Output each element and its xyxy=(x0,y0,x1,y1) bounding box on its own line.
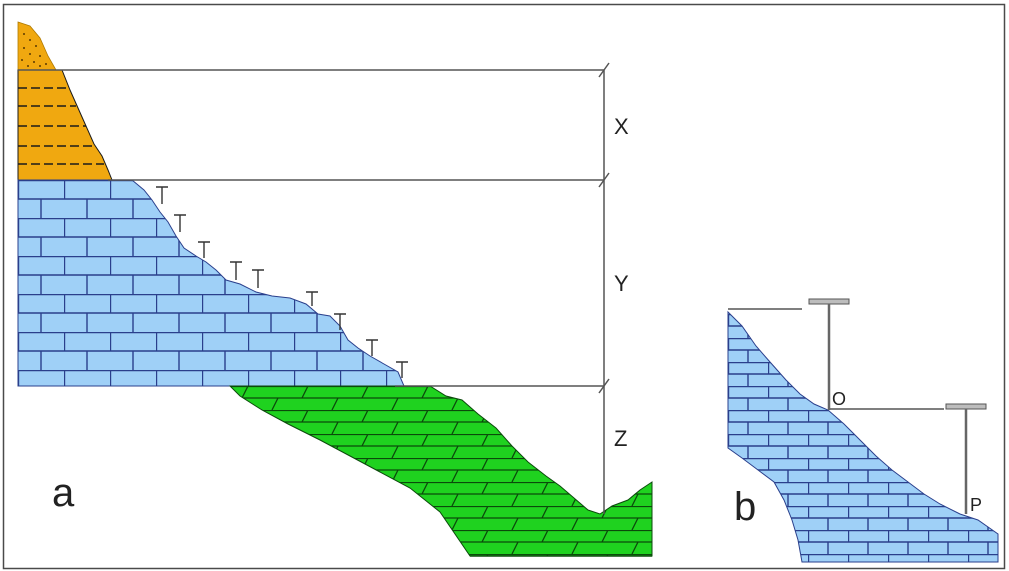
interval-z-label: Z xyxy=(614,426,627,451)
figure-frame xyxy=(2,3,1006,570)
thickness-scale xyxy=(598,62,610,514)
sandstone-bedding xyxy=(18,87,104,165)
sand-dots xyxy=(21,33,47,67)
panel-a-label: a xyxy=(52,471,75,515)
contact-lines xyxy=(18,69,604,387)
point-p-label: P xyxy=(970,495,982,515)
staff-o xyxy=(808,298,850,410)
point-o-label: O xyxy=(832,389,846,409)
level-lines xyxy=(728,308,944,410)
green-shale-unit xyxy=(228,385,653,557)
interval-x-label: X xyxy=(614,114,629,139)
limestone-slope-b xyxy=(727,310,999,563)
panel-b-label: b xyxy=(734,485,756,529)
interval-y-label: Y xyxy=(614,271,629,296)
limestone-unit xyxy=(17,179,405,387)
staff-p xyxy=(945,403,987,514)
panel-a: X Y Z a xyxy=(17,21,653,557)
staff-markers xyxy=(156,186,408,378)
panel-b: O P b xyxy=(727,298,999,563)
